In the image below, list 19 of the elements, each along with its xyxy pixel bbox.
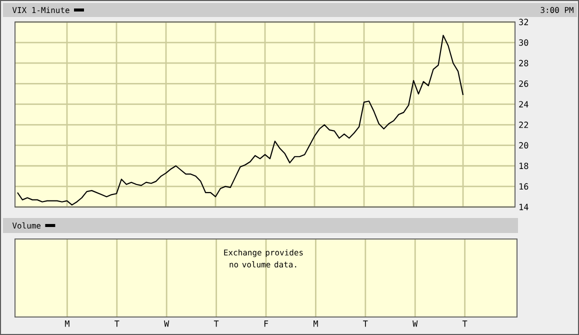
category-label: T: [363, 320, 368, 327]
y-tick-label: 20: [519, 142, 528, 149]
y-tick-label: 32: [519, 18, 528, 26]
y-tick-label: 14: [520, 204, 528, 210]
category-label: W: [412, 320, 418, 327]
category-label: M: [314, 320, 318, 327]
y-tick-label: 28: [519, 60, 528, 66]
y-tick-label: 26: [519, 80, 528, 87]
category-label: T: [462, 320, 468, 327]
category-label: F: [264, 320, 268, 327]
y-tick-label: 30: [519, 39, 528, 46]
y-tick-label: 18: [520, 162, 528, 170]
y-tick-label: 24: [519, 101, 528, 108]
y-tick-label: 22: [519, 122, 528, 128]
category-label: T: [114, 320, 120, 327]
category-label: M: [65, 320, 70, 327]
category-label: T: [214, 320, 219, 327]
category-label: W: [164, 320, 170, 327]
y-tick-label: 16: [520, 183, 528, 190]
